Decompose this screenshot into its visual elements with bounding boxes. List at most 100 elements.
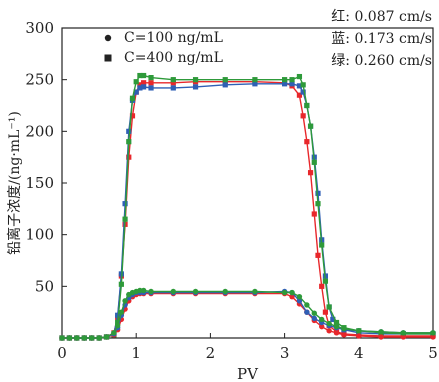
series-line	[62, 289, 433, 339]
data-point	[222, 288, 228, 295]
data-point	[148, 80, 154, 86]
data-point	[311, 310, 317, 316]
data-point	[88, 335, 95, 341]
data-point	[114, 322, 121, 329]
data-point	[281, 289, 288, 296]
data-point	[311, 211, 317, 217]
data-point	[133, 89, 139, 95]
y-tick-label: 250	[25, 71, 54, 89]
data-point	[326, 304, 332, 310]
x-tick-label: 3	[280, 344, 290, 362]
data-point	[122, 216, 128, 222]
data-point	[129, 113, 136, 119]
series-green-square	[59, 72, 436, 341]
annotations: 红: 0.087 cm/s 蓝: 0.173 cm/s 绿: 0.260 cm/s	[331, 9, 432, 69]
data-point	[140, 287, 147, 294]
data-point	[296, 298, 303, 304]
data-point	[300, 113, 306, 119]
data-point	[378, 329, 384, 335]
legend-label: C=400 ng/mL	[124, 50, 223, 66]
series-blue-square	[59, 81, 436, 341]
data-point	[111, 330, 117, 336]
data-point	[326, 320, 332, 327]
data-point	[148, 288, 154, 295]
data-point	[304, 302, 310, 308]
data-point	[96, 335, 102, 341]
data-point	[222, 82, 228, 88]
data-point	[192, 288, 199, 295]
y-tick-label: 300	[25, 19, 54, 37]
data-point	[400, 330, 407, 336]
legend: C=100 ng/mL C=400 ng/mL	[104, 30, 223, 66]
data-point	[81, 335, 87, 341]
data-point	[137, 82, 143, 88]
data-point	[141, 72, 147, 79]
data-point	[341, 326, 347, 332]
series-line	[62, 81, 433, 339]
data-point	[330, 316, 336, 322]
data-point	[296, 92, 303, 98]
data-point	[148, 75, 154, 81]
data-point	[74, 335, 80, 341]
data-point	[122, 298, 128, 304]
data-point	[333, 330, 340, 336]
data-point	[282, 81, 288, 87]
data-point	[311, 159, 317, 165]
data-point	[170, 80, 176, 86]
speed-annotation: 红: 0.087 cm/s	[331, 9, 432, 25]
data-point	[296, 83, 303, 89]
data-point	[300, 89, 306, 95]
data-point	[137, 85, 143, 91]
data-point	[126, 154, 132, 160]
x-tick-label: 5	[428, 344, 438, 362]
x-tick-label: 2	[206, 344, 216, 362]
data-point	[66, 335, 73, 341]
data-point	[115, 312, 121, 318]
data-point	[118, 281, 124, 287]
data-point	[315, 201, 321, 207]
data-point	[252, 77, 258, 83]
y-tick-label: 50	[35, 277, 54, 295]
data-point	[304, 139, 310, 145]
data-point	[326, 328, 332, 334]
data-point	[122, 201, 128, 207]
x-tick-label: 4	[354, 344, 364, 362]
data-point	[319, 323, 325, 330]
data-point	[137, 287, 143, 294]
data-point	[430, 334, 436, 340]
data-point	[304, 309, 310, 315]
data-point	[170, 85, 176, 91]
data-point	[289, 77, 295, 83]
data-point	[300, 82, 306, 88]
legend-label: C=100 ng/mL	[124, 30, 223, 46]
data-point	[289, 293, 295, 300]
data-point	[322, 278, 329, 284]
data-point	[319, 242, 325, 248]
data-point	[252, 288, 258, 295]
series-red-square	[59, 79, 436, 341]
data-point	[126, 139, 132, 145]
data-point	[356, 333, 362, 339]
data-point	[289, 81, 295, 87]
y-axis-label: 铅离子浓度/(ng·mL⁻¹)	[6, 111, 23, 255]
x-tick-label: 1	[131, 344, 141, 362]
y-tick-label: 100	[25, 226, 54, 244]
data-point	[296, 293, 303, 300]
x-axis-label: PV	[237, 365, 259, 382]
data-point	[133, 79, 139, 85]
data-point	[296, 73, 303, 80]
y-tick-label: 150	[25, 174, 54, 192]
series-layer	[59, 72, 436, 341]
data-point	[192, 77, 199, 83]
data-point	[137, 72, 143, 79]
legend-marker-square	[104, 54, 112, 62]
data-point	[315, 190, 321, 196]
data-point	[307, 123, 314, 129]
data-point	[311, 315, 317, 322]
data-point	[148, 85, 154, 91]
legend-marker-circle	[104, 34, 112, 42]
data-point	[222, 77, 228, 83]
data-point	[307, 170, 314, 176]
